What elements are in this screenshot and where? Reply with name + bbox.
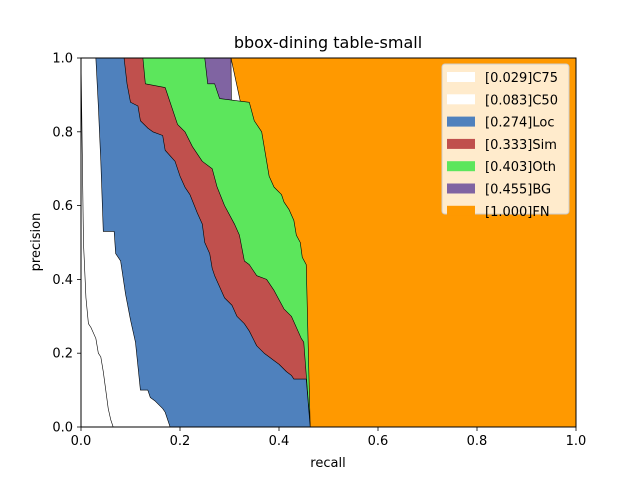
area-0-274-loc bbox=[80, 57, 311, 428]
plot-frame bbox=[80, 57, 577, 428]
y-axis: 0.0 0.2 0.4 0.6 0.8 1.0 bbox=[52, 52, 81, 436]
y-tick-label-1-0: 1.0 bbox=[52, 52, 73, 67]
legend-swatch-0-403-oth bbox=[447, 161, 475, 172]
x-tick-label-0-0: 0.0 bbox=[71, 434, 92, 449]
legend-swatch-1-000-fn bbox=[447, 205, 475, 216]
chart-title: bbox-dining table-small bbox=[234, 33, 422, 52]
y-tick-label-0-8: 0.8 bbox=[52, 125, 73, 140]
y-tick-label-0-0: 0.0 bbox=[52, 421, 73, 436]
legend-label-1-000-fn: [1.000]FN bbox=[485, 205, 550, 220]
legend-label-0-029-c75: [0.029]C75 bbox=[485, 71, 558, 86]
area-0-029-c75 bbox=[80, 57, 114, 428]
x-tick-label-0-8: 0.8 bbox=[467, 434, 488, 449]
legend-swatch-0-333-sim bbox=[447, 138, 475, 149]
legend-swatch-0-029-c75 bbox=[447, 72, 475, 82]
area-0-083-c50 bbox=[80, 57, 171, 428]
y-tick-label-0-4: 0.4 bbox=[52, 273, 73, 288]
x-tick-label-0-6: 0.6 bbox=[368, 434, 389, 449]
legend-label-0-274-loc: [0.274]Loc bbox=[485, 116, 554, 131]
x-axis-label: recall bbox=[310, 456, 345, 471]
legend-label-0-403-oth: [0.403]Oth bbox=[485, 160, 556, 175]
legend-label-0-083-c50: [0.083]C50 bbox=[485, 93, 558, 108]
x-tick-label-0-2: 0.2 bbox=[170, 434, 191, 449]
legend-label-0-455-bg: [0.455]BG bbox=[485, 183, 551, 198]
x-tick-label-1-0: 1.0 bbox=[566, 434, 587, 449]
legend-label-0-333-sim: [0.333]Sim bbox=[485, 138, 557, 153]
y-tick-label-0-6: 0.6 bbox=[52, 199, 73, 214]
legend: [0.029]C75 [0.083]C50 [0.274]Loc [0.333]Sim… bbox=[441, 63, 570, 220]
y-tick-label-0-2: 0.2 bbox=[52, 347, 73, 362]
x-tick-label-0-4: 0.4 bbox=[269, 434, 290, 449]
legend-swatch-0-455-bg bbox=[447, 183, 475, 194]
x-axis: 0.0 0.2 0.4 0.6 0.8 1.0 bbox=[71, 427, 587, 449]
legend-swatch-0-274-loc bbox=[447, 116, 475, 127]
legend-swatch-0-083-c50 bbox=[447, 94, 475, 105]
y-axis-label: precision bbox=[29, 213, 44, 272]
